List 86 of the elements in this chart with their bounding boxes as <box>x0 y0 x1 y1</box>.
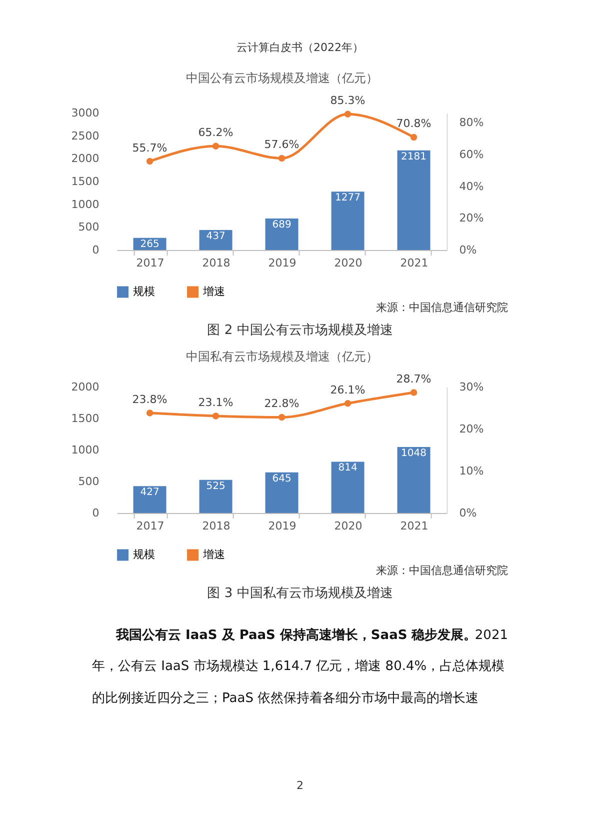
data-label: 645 <box>272 473 292 484</box>
point <box>410 389 418 396</box>
data-label: 814 <box>338 462 358 474</box>
x-tick-label: 2021 <box>400 256 428 270</box>
data-label: 26.1% <box>330 383 366 396</box>
caption: 图 2 中国公有云市场规模及增速 <box>207 323 393 338</box>
source-note: 来源：中国信息通信研究院 <box>376 564 508 577</box>
y2-tick-label: 0% <box>459 244 477 256</box>
data-label: 23.1% <box>198 396 234 409</box>
y-tick-label: 1500 <box>71 412 100 425</box>
legend-label: 增速 <box>202 285 225 298</box>
data-label: 65.2% <box>198 126 234 140</box>
x-tick-label: 2019 <box>268 520 296 532</box>
y2-tick-label: 10% <box>459 464 484 478</box>
point <box>212 142 220 150</box>
text: 的比例接近四分之三；PaaS 依然保持着各细分市场中最高的增长速 <box>92 690 479 706</box>
point <box>212 412 220 420</box>
legend-label: 增速 <box>202 548 225 561</box>
bar <box>265 472 298 513</box>
data-label: 1277 <box>335 192 360 204</box>
x-tick-label: 2020 <box>334 256 362 270</box>
x-tick-label: 2018 <box>202 520 230 532</box>
text: 我国公有云 IaaS 及 PaaS 保持高速增长，SaaS 稳步发展。 <box>115 627 477 643</box>
point <box>410 134 418 141</box>
y-tick-label: 0 <box>92 506 100 520</box>
chart-title: 中国公有云市场规模及增速（亿元） <box>186 71 378 86</box>
y2-tick-label: 20% <box>459 212 484 225</box>
data-label: 437 <box>206 231 226 242</box>
source-note: 来源：中国信息通信研究院 <box>376 301 508 314</box>
y-tick-label: 1000 <box>71 444 100 456</box>
data-label: 2181 <box>401 151 426 162</box>
y2-tick-label: 80% <box>459 116 484 130</box>
point <box>344 400 352 407</box>
caption: 图 3 中国私有云市场规模及增速 <box>207 586 393 601</box>
data-label: 265 <box>140 238 160 250</box>
bar <box>397 150 430 250</box>
y2-tick-label: 60% <box>459 148 484 161</box>
y2-tick-label: 30% <box>459 380 484 394</box>
bar <box>199 480 232 513</box>
legend-label: 规模 <box>132 548 155 561</box>
x-tick-label: 2019 <box>268 256 296 270</box>
x-tick-label: 2021 <box>400 520 428 532</box>
y-tick-label: 500 <box>78 475 100 488</box>
point <box>344 110 352 118</box>
bar <box>133 486 166 513</box>
bar <box>331 462 364 513</box>
data-label: 57.6% <box>264 138 300 152</box>
y-tick-label: 1000 <box>71 198 100 211</box>
text: 2 <box>296 779 304 792</box>
bar <box>331 192 364 250</box>
x-tick-label: 2018 <box>202 256 230 270</box>
data-label: 85.3% <box>330 94 366 108</box>
x-tick-label: 2020 <box>334 520 362 532</box>
text: 2021 <box>474 628 508 643</box>
data-label: 70.8% <box>396 117 432 130</box>
bar <box>397 446 430 513</box>
data-label: 1048 <box>401 448 426 459</box>
data-label: 427 <box>140 487 160 498</box>
data-label: 689 <box>272 220 292 231</box>
x-tick-label: 2017 <box>136 256 164 270</box>
y-tick-label: 3000 <box>71 106 100 120</box>
x-tick-label: 2017 <box>136 520 164 532</box>
y-tick-label: 1500 <box>71 175 100 188</box>
legend-label: 规模 <box>132 285 155 298</box>
bar <box>199 230 232 250</box>
y-tick-label: 500 <box>78 220 100 234</box>
point <box>146 158 154 165</box>
y-tick-label: 2000 <box>71 380 100 394</box>
chart-title: 中国私有云市场规模及增速（亿元） <box>186 349 378 364</box>
point <box>146 410 154 416</box>
text: 年，公有云 IaaS 市场规模达 1,614.7 亿元，增速 80.4%，占总体规模 <box>92 659 505 674</box>
y2-tick-label: 40% <box>459 180 484 193</box>
point <box>278 154 286 162</box>
y-tick-label: 2000 <box>71 152 100 166</box>
data-label: 525 <box>206 480 226 492</box>
point <box>278 414 286 421</box>
y2-tick-label: 20% <box>459 422 484 436</box>
text: 云计算白皮书（2022年） <box>236 41 364 54</box>
data-label: 55.7% <box>132 141 168 154</box>
y2-tick-label: 0% <box>459 506 477 520</box>
y-tick-label: 0 <box>92 244 100 256</box>
data-label: 28.7% <box>396 372 432 386</box>
data-label: 23.8% <box>132 393 168 406</box>
y-tick-label: 2500 <box>71 129 100 142</box>
data-label: 22.8% <box>264 397 300 410</box>
bar <box>265 218 298 250</box>
